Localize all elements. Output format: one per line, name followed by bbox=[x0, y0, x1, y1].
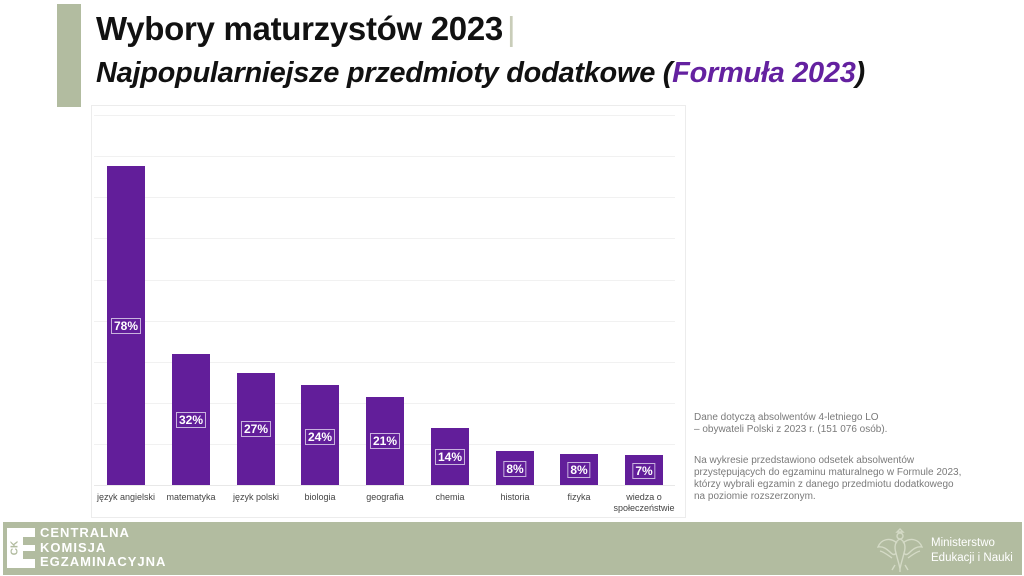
category-label: geografia bbox=[366, 492, 404, 502]
bar-value-label: 32% bbox=[175, 412, 207, 428]
gridline bbox=[94, 156, 675, 157]
note-line: Dane dotyczą absolwentów 4-letniego LO bbox=[694, 412, 879, 423]
bar-fizyka: 8% bbox=[560, 454, 598, 485]
data-note: Dane dotyczą absolwentów 4-letniego LO –… bbox=[694, 412, 994, 436]
svg-text:CK: CK bbox=[10, 540, 21, 555]
cke-name-line: KOMISJA bbox=[40, 539, 107, 555]
bar-value-label: 8% bbox=[567, 462, 591, 478]
note-line: – obywateli Polski z 2023 r. (151 076 os… bbox=[694, 424, 888, 435]
bar-value-label: 7% bbox=[632, 463, 656, 479]
bar-value-label: 21% bbox=[369, 433, 401, 449]
cke-name-line: EGZAMINACYJNA bbox=[40, 554, 167, 569]
gridline bbox=[94, 321, 675, 322]
cke-name: CENTRALNA KOMISJA EGZAMINACYJNA bbox=[40, 525, 167, 570]
ministry-name: Ministerstwo Edukacji i Nauki bbox=[931, 536, 1013, 566]
bar-value-label: 14% bbox=[434, 449, 466, 465]
category-label: historia bbox=[500, 492, 530, 502]
bar-value-label: 27% bbox=[240, 421, 272, 437]
category-label: matematyka bbox=[166, 492, 216, 502]
gridline bbox=[94, 115, 675, 116]
footer-band: CK CENTRALNA KOMISJA EGZAMINACYJNA Minis… bbox=[3, 522, 1022, 575]
bar-historia: 8% bbox=[496, 451, 534, 485]
gridline bbox=[94, 362, 675, 363]
note-line: na poziomie rozszerzonym. bbox=[694, 491, 816, 502]
title-accent-bar bbox=[57, 4, 81, 107]
category-label: wiedza o społeczeństwie bbox=[604, 492, 684, 514]
bar-chart: 78% 32% 27% 24% 21% 14% 8% 8% 7% język a… bbox=[91, 105, 686, 518]
bar-matematyka: 32% bbox=[172, 354, 210, 485]
note-line: którzy wybrali egzamin z danego przedmio… bbox=[694, 479, 954, 490]
category-label: fizyka bbox=[567, 492, 591, 502]
ministry-name-line: Ministerstwo bbox=[931, 537, 995, 549]
title-separator: | bbox=[506, 10, 516, 47]
note-line: Na wykresie przedstawiono odsetek absolw… bbox=[694, 455, 915, 466]
bar-value-label: 24% bbox=[304, 429, 336, 445]
category-label-line: społeczeństwie bbox=[613, 503, 675, 513]
bar-chemia: 14% bbox=[431, 428, 469, 485]
page-title: Wybory maturzystów 2023 | bbox=[96, 10, 516, 48]
subtitle-prefix: Najpopularniejsze przedmioty dodatkowe ( bbox=[96, 57, 673, 89]
bar-wiedza-o-spoleczenstwie: 7% bbox=[625, 455, 663, 485]
chart-baseline bbox=[94, 485, 675, 486]
gridline bbox=[94, 280, 675, 281]
bar-jezyk-polski: 27% bbox=[237, 373, 275, 485]
category-label-line: wiedza o bbox=[626, 492, 662, 502]
cke-logo-icon: CK bbox=[7, 528, 35, 568]
category-label: język angielski bbox=[96, 492, 156, 502]
bar-value-label: 78% bbox=[110, 318, 142, 334]
bar-jezyk-angielski: 78% bbox=[107, 166, 145, 485]
bar-geografia: 21% bbox=[366, 397, 404, 485]
page-subtitle: Najpopularniejsze przedmioty dodatkowe (… bbox=[96, 57, 865, 90]
gridline bbox=[94, 238, 675, 239]
bar-value-label: 8% bbox=[503, 461, 527, 477]
page-title-text: Wybory maturzystów 2023 bbox=[96, 10, 503, 47]
subtitle-suffix: ) bbox=[855, 57, 866, 89]
category-label: chemia bbox=[435, 492, 465, 502]
gridline bbox=[94, 197, 675, 198]
ministry-name-line: Edukacji i Nauki bbox=[931, 552, 1013, 564]
chart-description: Na wykresie przedstawiono odsetek absolw… bbox=[694, 455, 994, 503]
category-label: język polski bbox=[232, 492, 279, 502]
note-line: przystępujących do egzaminu maturalnego … bbox=[694, 467, 962, 478]
bar-biologia: 24% bbox=[301, 385, 339, 485]
category-label: biologia bbox=[304, 492, 336, 502]
cke-name-line: CENTRALNA bbox=[40, 525, 130, 540]
subtitle-highlight: Formuła 2023 bbox=[672, 57, 856, 89]
polish-eagle-emblem-icon bbox=[876, 528, 924, 572]
